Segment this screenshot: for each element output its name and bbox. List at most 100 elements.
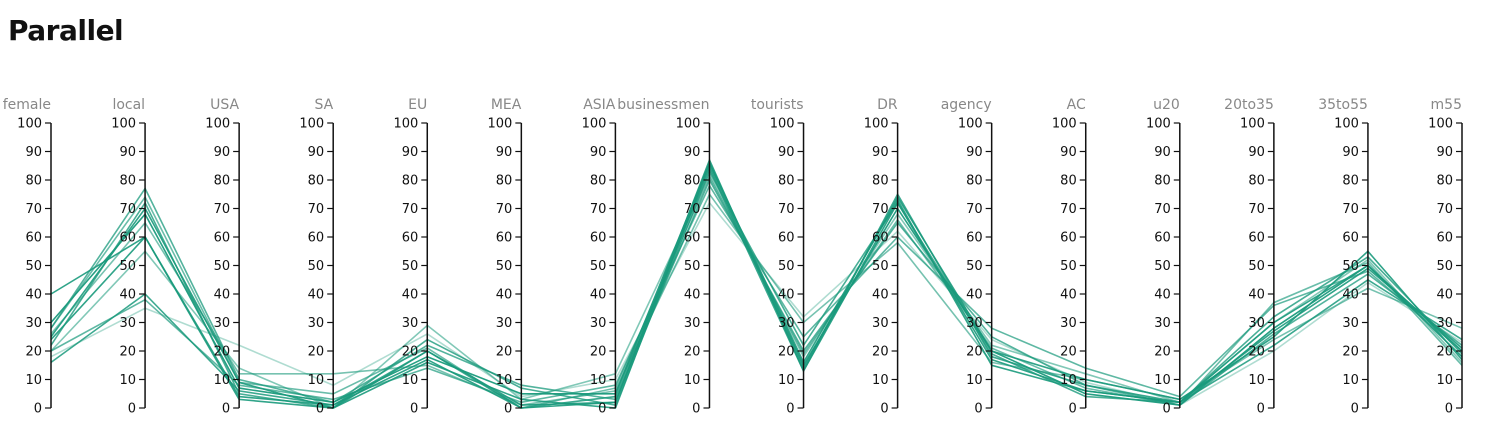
tick-label: 50 xyxy=(308,259,325,274)
tick-label: 100 xyxy=(299,117,324,132)
tick-label: 100 xyxy=(488,117,513,132)
tick-label: 80 xyxy=(25,174,42,189)
series-line-5 xyxy=(50,166,1463,409)
tick-label: 0 xyxy=(1445,402,1453,417)
axis-ASIA: 0 10 20 30 40 50 60 70 80 90 100 ASIA xyxy=(582,97,617,417)
tick-label: 90 xyxy=(25,145,42,160)
tick-label: 60 xyxy=(966,231,983,246)
tick-label: 50 xyxy=(966,259,983,274)
tick-label: 80 xyxy=(590,174,607,189)
tick-label: 70 xyxy=(684,202,701,217)
tick-label: 10 xyxy=(1060,373,1077,388)
dimension-label: SA xyxy=(314,97,333,113)
tick-label: 20 xyxy=(120,345,137,360)
dimension-label: tourists xyxy=(751,97,804,113)
tick-label: 50 xyxy=(1060,259,1077,274)
tick-label: 40 xyxy=(1436,288,1453,303)
tick-label: 10 xyxy=(1436,373,1453,388)
tick-label: 20 xyxy=(778,345,795,360)
tick-label: 10 xyxy=(590,373,607,388)
series-line-9 xyxy=(50,169,1463,409)
tick-label: 60 xyxy=(308,231,325,246)
tick-label: 10 xyxy=(120,373,137,388)
tick-label: 30 xyxy=(1436,316,1453,331)
tick-label: 30 xyxy=(778,316,795,331)
axis-businessmen: 0 10 20 30 40 50 60 70 80 90 100 businessmen xyxy=(617,97,711,417)
tick-label: 20 xyxy=(1060,345,1077,360)
tick-label: 70 xyxy=(1060,202,1077,217)
tick-label: 40 xyxy=(1342,288,1359,303)
tick-label: 40 xyxy=(872,288,889,303)
tick-label: 20 xyxy=(684,345,701,360)
tick-label: 90 xyxy=(1060,145,1077,160)
tick-label: 90 xyxy=(402,145,419,160)
tick-label: 70 xyxy=(966,202,983,217)
tick-label: 20 xyxy=(1342,345,1359,360)
dimension-label: female xyxy=(3,97,51,113)
series-line-12 xyxy=(50,175,1463,409)
tick-label: 80 xyxy=(684,174,701,189)
tick-label: 80 xyxy=(496,174,513,189)
tick-label: 90 xyxy=(120,145,137,160)
axis-u20: 0 10 20 30 40 50 60 70 80 90 100 u20 xyxy=(1146,97,1181,417)
tick-label: 80 xyxy=(872,174,889,189)
tick-label: 80 xyxy=(966,174,983,189)
axis-local: 0 10 20 30 40 50 60 70 80 90 100 local xyxy=(111,97,146,417)
tick-label: 40 xyxy=(120,288,137,303)
tick-label: 30 xyxy=(308,316,325,331)
tick-label: 70 xyxy=(590,202,607,217)
dimension-label: ASIA xyxy=(583,97,616,113)
tick-label: 10 xyxy=(402,373,419,388)
axis-tourists: 0 10 20 30 40 50 60 70 80 90 100 tourists xyxy=(751,97,805,417)
tick-label: 70 xyxy=(120,202,137,217)
tick-label: 100 xyxy=(676,117,701,132)
tick-label: 60 xyxy=(590,231,607,246)
tick-label: 0 xyxy=(974,402,982,417)
tick-label: 50 xyxy=(778,259,795,274)
tick-label: 100 xyxy=(770,117,795,132)
dimension-label: local xyxy=(112,97,145,113)
axis-SA: 0 10 20 30 40 50 60 70 80 90 100 SA xyxy=(299,97,334,417)
tick-label: 40 xyxy=(1248,288,1265,303)
tick-label: 0 xyxy=(786,402,794,417)
tick-label: 30 xyxy=(1060,316,1077,331)
tick-label: 0 xyxy=(34,402,42,417)
tick-label: 80 xyxy=(778,174,795,189)
tick-label: 90 xyxy=(778,145,795,160)
tick-label: 10 xyxy=(872,373,889,388)
tick-label: 40 xyxy=(25,288,42,303)
tick-label: 0 xyxy=(1351,402,1359,417)
tick-label: 20 xyxy=(25,345,42,360)
tick-label: 30 xyxy=(1154,316,1171,331)
tick-label: 70 xyxy=(778,202,795,217)
axis-agency: 0 10 20 30 40 50 60 70 80 90 100 agency xyxy=(941,97,993,417)
tick-label: 50 xyxy=(25,259,42,274)
dimension-label: u20 xyxy=(1153,97,1180,113)
tick-label: 40 xyxy=(1154,288,1171,303)
tick-label: 30 xyxy=(214,316,231,331)
tick-label: 60 xyxy=(778,231,795,246)
tick-label: 100 xyxy=(1052,117,1077,132)
series-lines xyxy=(50,158,1463,409)
tick-label: 70 xyxy=(1436,202,1453,217)
page-title: Parallel xyxy=(8,14,124,47)
tick-label: 60 xyxy=(684,231,701,246)
tick-label: 10 xyxy=(778,373,795,388)
tick-label: 90 xyxy=(496,145,513,160)
tick-label: 70 xyxy=(402,202,419,217)
tick-label: 90 xyxy=(684,145,701,160)
tick-label: 0 xyxy=(128,402,136,417)
tick-label: 50 xyxy=(496,259,513,274)
tick-label: 100 xyxy=(1334,117,1359,132)
axis-USA: 0 10 20 30 40 50 60 70 80 90 100 USA xyxy=(205,97,240,417)
tick-label: 60 xyxy=(496,231,513,246)
tick-label: 40 xyxy=(684,288,701,303)
tick-label: 70 xyxy=(25,202,42,217)
tick-label: 50 xyxy=(684,259,701,274)
tick-label: 10 xyxy=(1248,373,1265,388)
tick-label: 30 xyxy=(872,316,889,331)
tick-label: 90 xyxy=(872,145,889,160)
tick-label: 20 xyxy=(214,345,231,360)
tick-label: 30 xyxy=(590,316,607,331)
